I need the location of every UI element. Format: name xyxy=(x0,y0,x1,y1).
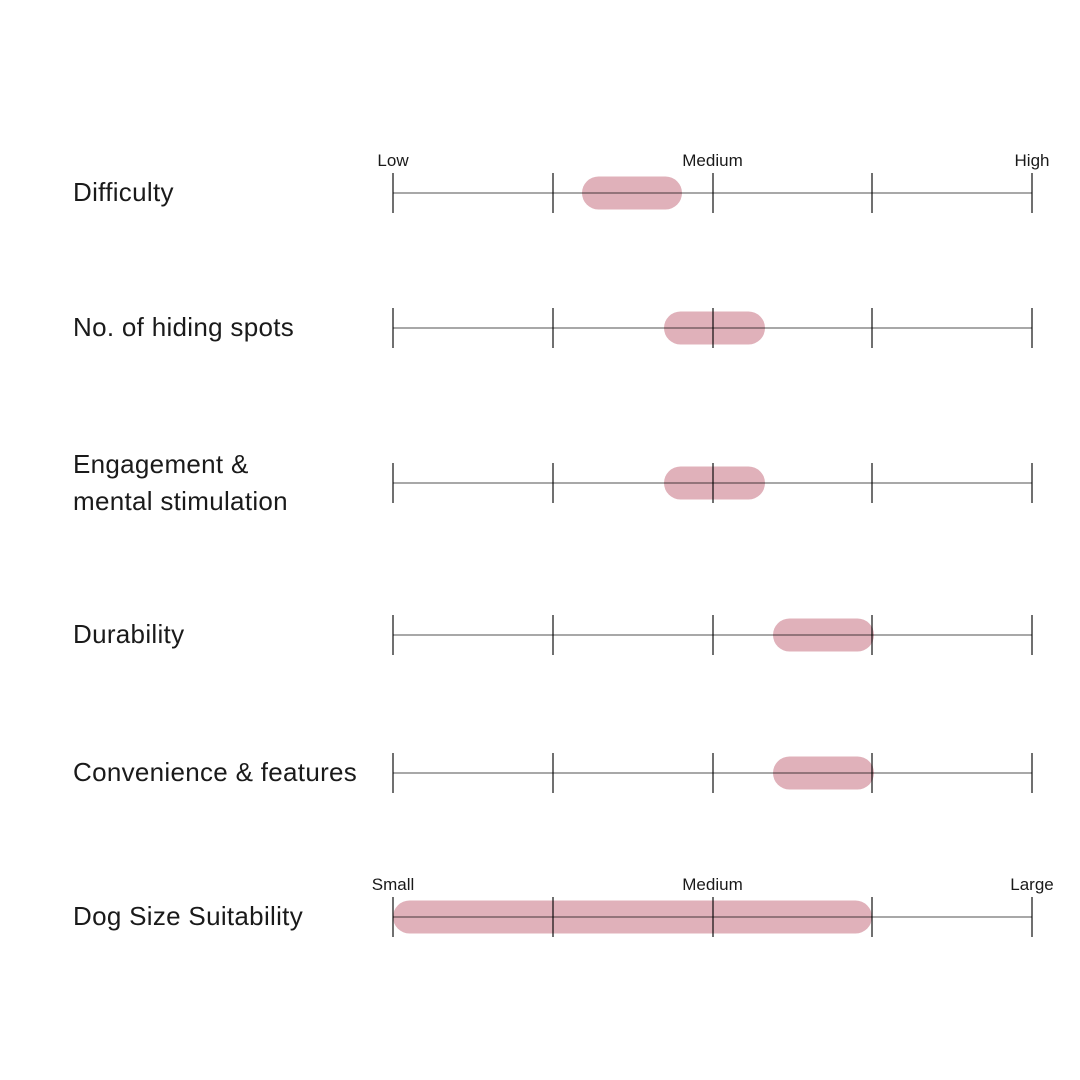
rating-range-pill xyxy=(773,756,875,789)
chart-row: Convenience & features xyxy=(73,700,1033,845)
row-label: Dog Size Suitability xyxy=(73,844,393,989)
scale-tick xyxy=(392,307,394,348)
row-label-line: Dog Size Suitability xyxy=(73,901,303,931)
scale-tick xyxy=(551,462,554,503)
row-label-text: Dog Size Suitability xyxy=(73,898,303,935)
row-label-line: Durability xyxy=(73,619,185,649)
row-label: Convenience & features xyxy=(73,700,393,845)
chart-row: Dog Size Suitability Small Medium Large xyxy=(73,844,1054,989)
chart-row: Difficulty Low Medium High xyxy=(73,120,1049,265)
chart-row: Engagement & mental stimulation xyxy=(73,410,1033,555)
scale-tick xyxy=(392,896,394,937)
scale-tick xyxy=(392,172,394,213)
scale-tick xyxy=(871,614,874,655)
scale-tick xyxy=(871,307,874,348)
row-label-text: Convenience & features xyxy=(73,754,357,791)
scale-tick xyxy=(1031,462,1033,503)
axis-anchor-label: Low xyxy=(377,150,409,170)
scale-tick xyxy=(551,752,554,793)
rating-track xyxy=(392,410,1033,555)
rating-track xyxy=(392,700,1033,845)
scale-tick xyxy=(871,172,874,213)
scale-tick xyxy=(392,462,394,503)
scale-tick xyxy=(871,752,874,793)
rating-range-pill xyxy=(773,618,875,651)
rating-track: Low Medium High xyxy=(377,120,1049,265)
scale-tick xyxy=(1031,307,1033,348)
row-label: Difficulty xyxy=(73,120,393,265)
row-label-line: Convenience & features xyxy=(73,757,358,787)
scale-tick xyxy=(871,896,874,937)
row-label-text: Difficulty xyxy=(73,174,174,211)
scale-tick xyxy=(392,752,394,793)
scale-tick xyxy=(711,614,714,655)
row-label-text: Engagement & mental stimulation xyxy=(73,446,288,520)
row-label-text: No. of hiding spots xyxy=(73,309,294,346)
chart-row: No. of hiding spots xyxy=(73,255,1033,400)
scale-tick xyxy=(1031,896,1033,937)
scale-tick xyxy=(551,896,554,937)
row-label-line: mental stimulation xyxy=(73,485,288,516)
axis-anchor-label: Large xyxy=(1010,874,1054,894)
rating-range-pill xyxy=(581,176,682,209)
scale-tick xyxy=(711,172,714,213)
rating-track: Small Medium Large xyxy=(372,844,1054,989)
scale-tick xyxy=(551,172,554,213)
scale-tick xyxy=(1031,752,1033,793)
scale-tick xyxy=(711,462,714,503)
rating-range-pill xyxy=(393,900,873,933)
scale-tick xyxy=(392,614,394,655)
row-label-line: No. of hiding spots xyxy=(73,312,295,342)
axis-anchor-label: Medium xyxy=(682,150,743,170)
axis-anchor-label: High xyxy=(1014,150,1050,170)
axis-anchor-label: Medium xyxy=(682,874,743,894)
scale-tick xyxy=(551,614,554,655)
rating-range-pill xyxy=(663,466,765,499)
rating-track xyxy=(392,255,1033,400)
chart-row: Durability xyxy=(73,562,1033,707)
scale-tick xyxy=(551,307,554,348)
row-label-line: Engagement & xyxy=(73,448,249,479)
row-label: No. of hiding spots xyxy=(73,255,393,400)
scale-tick xyxy=(1031,172,1033,213)
row-label: Engagement & mental stimulation xyxy=(73,410,393,555)
scale-tick xyxy=(711,752,714,793)
row-label-line: Difficulty xyxy=(73,177,174,207)
rating-track xyxy=(392,562,1033,707)
rating-range-chart: Difficulty Low Medium High No. of hiding spo… xyxy=(73,120,1054,989)
scale-tick xyxy=(711,307,714,348)
axis-anchor-label: Small xyxy=(371,874,415,894)
scale-tick xyxy=(711,896,714,937)
row-label: Durability xyxy=(73,562,393,707)
scale-tick xyxy=(1031,614,1033,655)
row-label-text: Durability xyxy=(73,616,184,653)
rating-range-pill xyxy=(663,311,765,344)
scale-tick xyxy=(871,462,874,503)
